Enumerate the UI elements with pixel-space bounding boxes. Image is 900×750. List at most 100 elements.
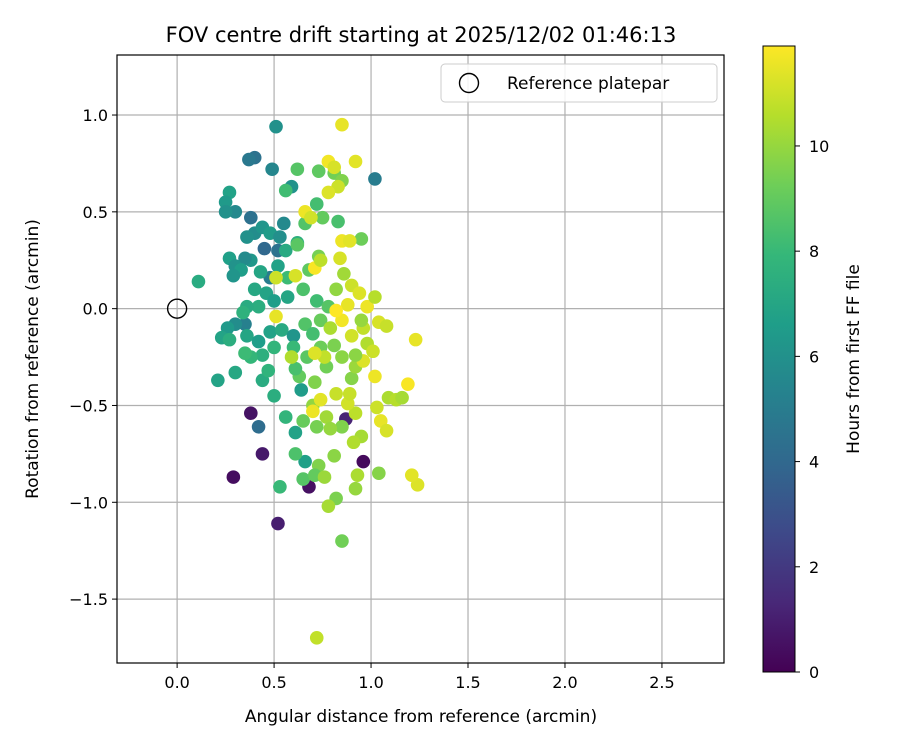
data-point bbox=[240, 328, 254, 343]
data-point bbox=[319, 410, 334, 424]
data-point bbox=[290, 237, 305, 252]
data-point bbox=[236, 305, 250, 320]
data-point bbox=[304, 210, 318, 225]
data-point bbox=[308, 375, 322, 390]
data-point bbox=[395, 390, 409, 405]
legend-reference-marker bbox=[458, 72, 480, 94]
data-point bbox=[267, 294, 281, 308]
y-tick-label: 0.5 bbox=[83, 203, 108, 222]
colorbar-tick-label: 6 bbox=[809, 347, 819, 366]
legend: Reference platepar bbox=[440, 63, 718, 103]
data-point bbox=[273, 230, 287, 244]
data-point bbox=[298, 317, 312, 331]
data-point bbox=[251, 334, 266, 349]
data-point bbox=[340, 297, 355, 312]
y-tick-label: 1.0 bbox=[83, 106, 108, 125]
data-point bbox=[306, 404, 320, 419]
x-axis-ticks: 0.0 0.5 1.0 1.5 2.0 2.5 bbox=[164, 663, 675, 692]
data-point bbox=[366, 344, 380, 359]
data-point bbox=[309, 631, 324, 645]
data-point bbox=[278, 183, 293, 198]
data-point bbox=[276, 216, 291, 231]
data-point bbox=[335, 534, 349, 548]
data-point bbox=[226, 268, 241, 283]
data-point bbox=[329, 303, 343, 318]
data-point bbox=[271, 516, 285, 531]
data-point bbox=[350, 468, 365, 482]
data-point bbox=[337, 267, 351, 281]
data-point bbox=[226, 470, 241, 484]
data-point bbox=[331, 214, 345, 229]
data-point bbox=[327, 160, 342, 175]
data-point bbox=[342, 387, 357, 401]
data-point bbox=[294, 383, 309, 397]
data-point bbox=[286, 328, 301, 343]
data-point bbox=[267, 340, 281, 355]
data-point bbox=[271, 259, 285, 273]
data-point bbox=[288, 447, 303, 461]
data-point bbox=[408, 332, 423, 347]
data-point bbox=[288, 425, 303, 440]
data-point bbox=[368, 172, 382, 186]
data-point bbox=[360, 299, 374, 314]
data-point bbox=[244, 210, 258, 225]
data-point bbox=[267, 388, 281, 403]
data-point bbox=[356, 454, 371, 469]
colorbar-frame bbox=[762, 45, 796, 673]
y-tick-label: −1.5 bbox=[69, 590, 108, 609]
data-point bbox=[238, 251, 252, 266]
data-point bbox=[222, 332, 237, 347]
data-point bbox=[321, 185, 336, 200]
data-point bbox=[238, 346, 252, 360]
data-point bbox=[263, 325, 278, 339]
data-point bbox=[344, 371, 359, 386]
data-point bbox=[323, 321, 338, 335]
x-tick-label: 0.0 bbox=[164, 673, 189, 692]
data-point bbox=[255, 447, 270, 461]
data-point bbox=[269, 119, 283, 134]
data-point bbox=[298, 454, 312, 469]
data-point bbox=[313, 253, 328, 268]
x-tick-label: 1.0 bbox=[358, 673, 383, 692]
data-point bbox=[244, 406, 258, 421]
data-point bbox=[309, 197, 324, 211]
data-points bbox=[191, 117, 425, 645]
data-point bbox=[323, 421, 338, 436]
colorbar-tick-label: 0 bbox=[809, 663, 819, 682]
data-point bbox=[348, 348, 363, 362]
x-tick-label: 2.0 bbox=[552, 673, 577, 692]
colorbar-gradient bbox=[763, 46, 795, 672]
data-point bbox=[228, 205, 243, 219]
data-point bbox=[348, 481, 363, 496]
y-tick-label: 0.0 bbox=[83, 300, 108, 319]
data-point bbox=[238, 317, 252, 331]
data-point bbox=[354, 232, 369, 246]
data-point bbox=[269, 270, 283, 285]
data-point bbox=[265, 162, 279, 177]
data-point bbox=[315, 210, 330, 225]
data-point bbox=[191, 274, 206, 289]
x-axis-label: Angular distance from reference (arcmin) bbox=[245, 707, 597, 727]
legend-entry-reference: Reference platepar bbox=[507, 74, 669, 94]
data-point bbox=[344, 328, 359, 343]
data-point bbox=[404, 468, 419, 482]
data-point bbox=[280, 290, 295, 304]
data-point bbox=[296, 282, 310, 297]
data-point bbox=[311, 164, 326, 178]
x-tick-label: 2.5 bbox=[649, 673, 674, 692]
data-point bbox=[333, 251, 347, 266]
data-point bbox=[218, 205, 233, 219]
data-point bbox=[306, 327, 320, 341]
data-point bbox=[348, 406, 363, 421]
reference-marker-layer bbox=[166, 298, 188, 319]
data-point bbox=[308, 346, 322, 360]
colorbar: 0 2 4 6 8 10 Hours from first FF file bbox=[762, 45, 864, 682]
data-point bbox=[379, 423, 394, 438]
data-point bbox=[290, 162, 305, 177]
y-tick-label: −0.5 bbox=[69, 396, 108, 415]
data-point bbox=[296, 472, 310, 486]
data-point bbox=[296, 414, 310, 428]
data-point bbox=[368, 290, 382, 304]
data-point bbox=[352, 286, 367, 300]
data-point bbox=[348, 154, 363, 169]
